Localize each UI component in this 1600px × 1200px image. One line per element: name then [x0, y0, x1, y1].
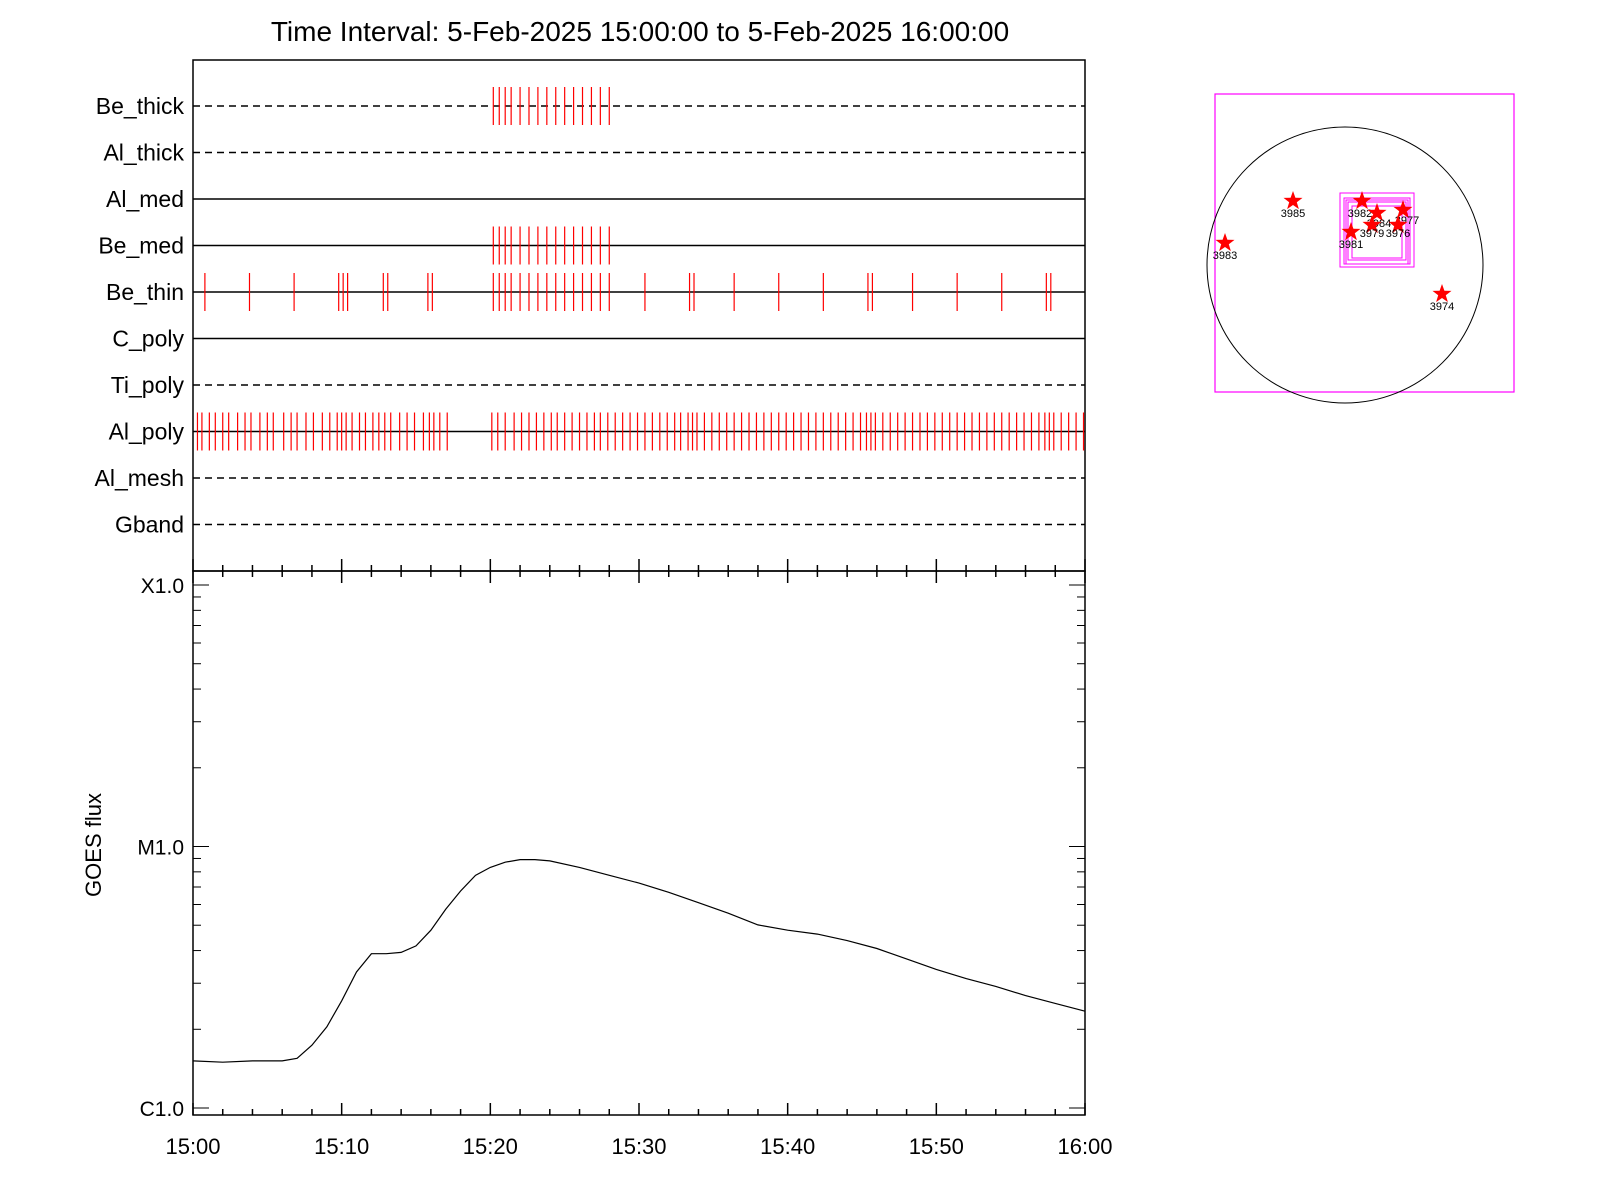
y-tick-label: C1.0 [140, 1098, 184, 1121]
region-star-icon [1367, 203, 1387, 222]
x-tick-label: 15:30 [611, 1134, 666, 1159]
solar-disk-circle [1206, 126, 1484, 404]
x-tick-label: 15:50 [909, 1134, 964, 1159]
region-star-icon [1432, 284, 1452, 303]
filter-timeline-panel: Be_thick Al_thick Al_med Be_med Be_thin C_pol… [95, 59, 1086, 583]
region-label: 3982 [1348, 208, 1372, 220]
x-tick-label: 16:00 [1057, 1134, 1112, 1159]
x-tick-label: 15:20 [463, 1134, 518, 1159]
row-label-be-thick: Be_thick [96, 93, 185, 119]
region-star-icon [1215, 233, 1235, 252]
full-fov-box [1214, 93, 1515, 393]
region-label: 3985 [1281, 208, 1305, 220]
region-star-icon [1388, 215, 1408, 234]
row-label-al-mesh: Al_mesh [95, 465, 184, 491]
row-label-be-thin: Be_thin [106, 279, 184, 305]
flux-y-ticks: C1.0 M1.0 X1.0 [137, 575, 1085, 1121]
row-label-al-med: Al_med [106, 186, 184, 212]
row-label-al-thick: Al_thick [103, 140, 184, 166]
row-label-be-med: Be_med [98, 233, 184, 259]
region-star-icon [1283, 191, 1303, 210]
x-tick-label: 15:00 [165, 1134, 220, 1159]
region-star-icon [1362, 215, 1382, 234]
y-tick-label: X1.0 [141, 575, 184, 598]
region-star-icon [1352, 191, 1372, 210]
fov-box-1 [1339, 192, 1415, 268]
goes-flux-panel: C1.0M1.0X1.0 15:00 15:10 15:20 15:30 15:40 15… [81, 570, 1113, 1159]
y-tick-label: M1.0 [137, 837, 184, 860]
row-label-ti-poly: Ti_poly [111, 372, 185, 398]
region-label: 3974 [1430, 301, 1454, 313]
region-label: 3979 [1360, 228, 1384, 240]
goes-flux-series-line [192, 859, 1086, 1063]
region-label: 3976 [1386, 228, 1410, 240]
flux-x-ticks: 15:00 15:10 15:20 15:30 15:40 15:50 16:00 [165, 1103, 1113, 1159]
chart-title: Time Interval: 5-Feb-2025 15:00:00 to 5-… [271, 16, 1009, 47]
region-star-icon [1393, 200, 1413, 219]
region-label: 3981 [1339, 239, 1363, 251]
y-axis-label: GOES flux [81, 793, 106, 897]
row-label-al-poly: Al_poly [109, 419, 185, 445]
region-star-icon [1341, 222, 1361, 241]
x-tick-label: 15:40 [760, 1134, 815, 1159]
region-label: 3983 [1213, 250, 1237, 262]
timeline-rows: Be_thick Al_thick Al_med Be_med Be_thin C_pol… [95, 87, 1085, 538]
x-tick-label: 15:10 [314, 1134, 369, 1159]
timeline-x-ticks [192, 559, 1086, 583]
row-label-c-poly: C_poly [112, 326, 184, 352]
row-label-gband: Gband [115, 512, 184, 538]
